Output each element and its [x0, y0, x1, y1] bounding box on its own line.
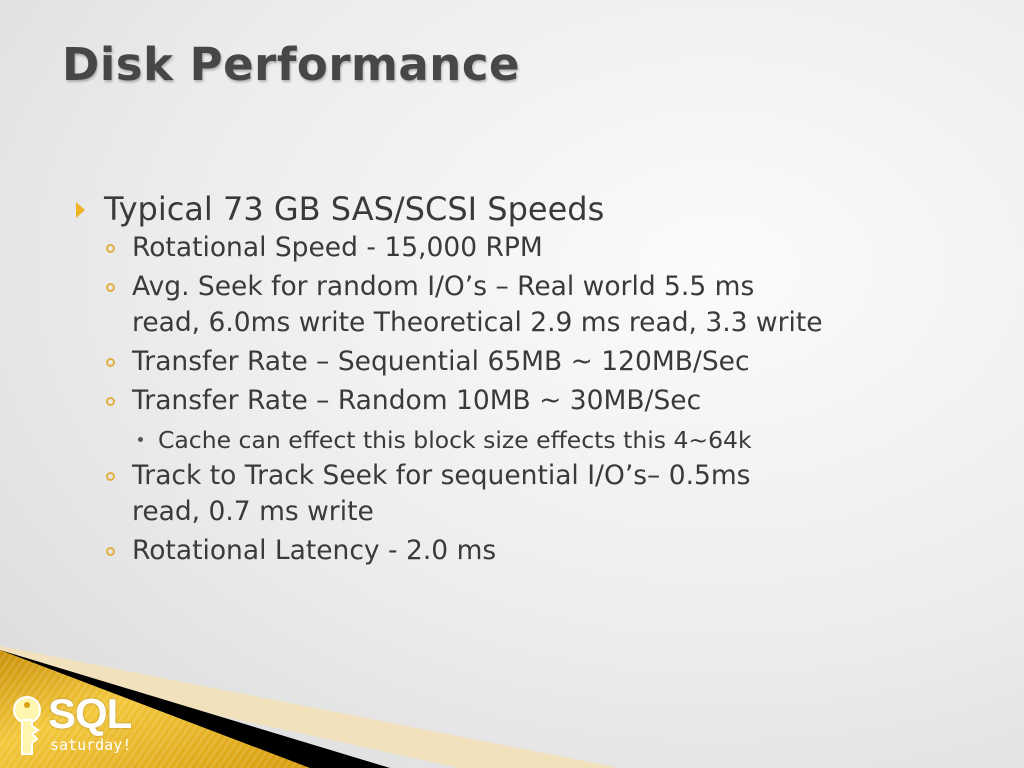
bullet-item: Rotational Latency - 2.0 ms — [76, 533, 996, 569]
circle-bullet-icon — [106, 397, 115, 406]
bullet-text: Rotational Speed - 15,000 RPM — [132, 232, 543, 263]
circle-bullet-icon — [106, 472, 115, 481]
key-icon — [13, 696, 41, 755]
bullet-item: Rotational Speed - 15,000 RPM — [76, 230, 996, 266]
cream-band — [0, 646, 620, 768]
bullet-item: Cache can effect this block size effects… — [76, 422, 996, 458]
bullet-item: Transfer Rate – Random 10MB ~ 30MB/Sec — [76, 383, 996, 419]
bullet-text: Cache can effect this block size effects… — [158, 426, 752, 454]
slide-title: Disk Performance — [62, 38, 521, 91]
bullet-text: Transfer Rate – Random 10MB ~ 30MB/Sec — [132, 385, 702, 416]
bullet-text: Typical 73 GB SAS/SCSI Speeds — [104, 190, 605, 228]
bullet-item: Typical 73 GB SAS/SCSI Speeds — [76, 188, 996, 230]
dot-bullet-icon — [138, 437, 143, 442]
bullet-text: Transfer Rate – Sequential 65MB ~ 120MB/… — [132, 346, 750, 377]
bullet-list: Typical 73 GB SAS/SCSI Speeds Rotational … — [76, 188, 996, 572]
bullet-text: Avg. Seek for random I/O’s – Real world … — [132, 271, 755, 302]
logo-sql-text: SQL — [48, 690, 132, 737]
circle-bullet-icon — [106, 358, 115, 367]
circle-bullet-icon — [106, 283, 115, 292]
footer-decoration — [0, 646, 620, 768]
circle-bullet-icon — [106, 244, 115, 253]
bullet-item: Avg. Seek for random I/O’s – Real world … — [76, 269, 996, 341]
circle-bullet-icon — [106, 547, 115, 556]
bullet-text: Rotational Latency - 2.0 ms — [132, 535, 497, 566]
bullet-text: read, 6.0ms write Theoretical 2.9 ms rea… — [132, 307, 823, 338]
bullet-item: Transfer Rate – Sequential 65MB ~ 120MB/… — [76, 344, 996, 380]
logo-saturday-text: saturday! — [50, 736, 132, 754]
bullet-item: Track to Track Seek for sequential I/O’s… — [76, 458, 996, 530]
bullet-text: read, 0.7 ms write — [132, 496, 374, 527]
bullet-text: Track to Track Seek for sequential I/O’s… — [132, 460, 751, 491]
arrow-bullet-icon — [76, 202, 85, 218]
black-band — [0, 650, 390, 768]
